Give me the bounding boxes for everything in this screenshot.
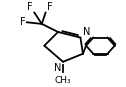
Text: N: N [83, 27, 90, 37]
Text: F: F [27, 2, 33, 12]
Text: F: F [47, 2, 52, 12]
Text: CH₃: CH₃ [55, 76, 71, 85]
Text: N: N [54, 63, 61, 73]
Text: F: F [20, 17, 26, 27]
